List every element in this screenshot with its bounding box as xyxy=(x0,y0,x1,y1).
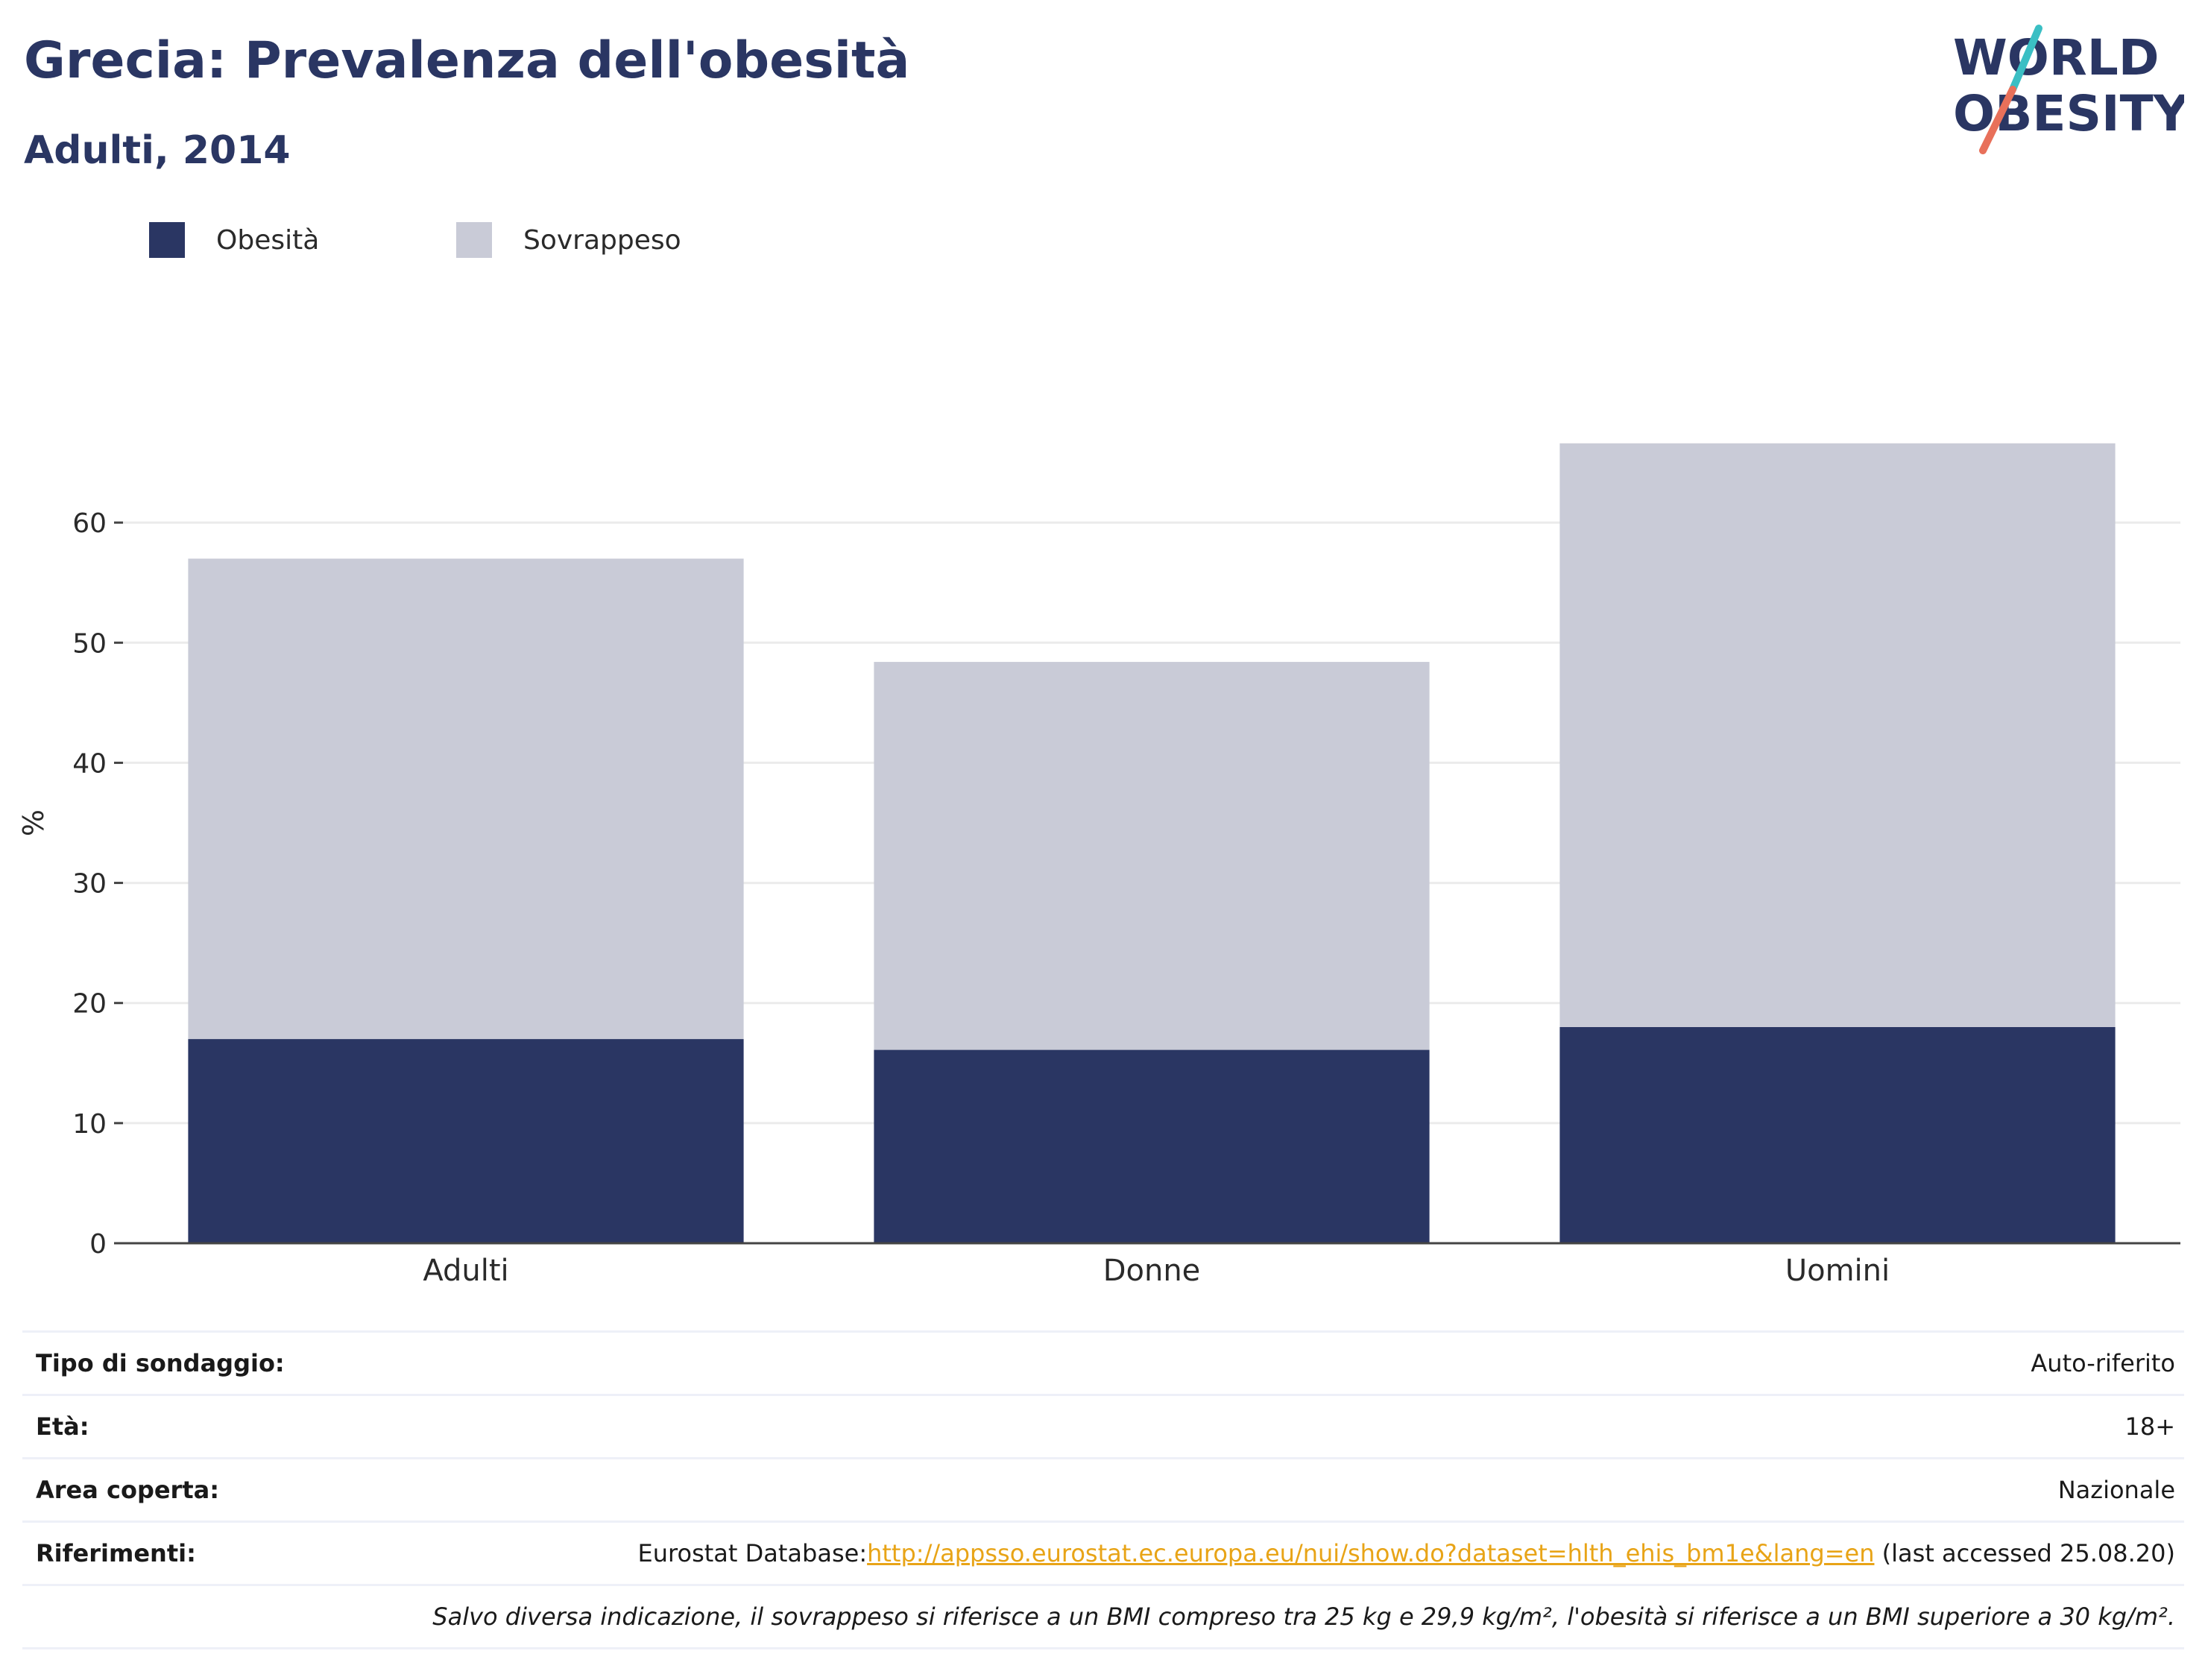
legend-label-obesity: Obesità xyxy=(216,225,320,256)
legend-swatch-obesity xyxy=(149,222,185,258)
info-row-note: Salvo diversa indicazione, il sovrappeso… xyxy=(22,1584,2184,1649)
y-tick-label: 30 xyxy=(72,869,107,900)
definition-note: Salvo diversa indicazione, il sovrappeso… xyxy=(432,1602,2175,1631)
chart-title: Grecia: Prevalenza dell'obesità xyxy=(24,31,910,90)
chart-subtitle: Adulti, 2014 xyxy=(24,128,291,173)
info-row-survey-type: Tipo di sondaggio: Auto-riferito xyxy=(22,1330,2184,1394)
x-tick-label: Donne xyxy=(1103,1254,1201,1288)
bar-overweight-donne xyxy=(874,662,1430,1050)
bar-obesity-uomini xyxy=(1559,1026,2116,1243)
area-label: Area coperta: xyxy=(36,1476,220,1504)
world-obesity-logo: WORLD OBESITY xyxy=(1953,25,2184,154)
bar-chart: 0 10 20 30 40 50 60% Adulti Donne Uomini xyxy=(17,443,2180,1288)
references-prefix: Eurostat Database: xyxy=(637,1539,868,1567)
references-label: Riferimenti: xyxy=(36,1539,196,1567)
references-suffix: (last accessed 25.08.20) xyxy=(1874,1539,2175,1567)
logo-slash-bottom xyxy=(1979,86,2016,154)
age-label: Età: xyxy=(36,1412,89,1441)
info-table: Tipo di sondaggio: Auto-riferito Età: 18… xyxy=(22,1330,2184,1649)
survey-type-value: Auto-riferito xyxy=(2031,1349,2175,1377)
area-value: Nazionale xyxy=(2057,1476,2175,1504)
y-tick-label: 60 xyxy=(72,508,107,539)
x-tick-label: Uomini xyxy=(1785,1254,1890,1288)
y-tick-label: 0 xyxy=(89,1229,107,1260)
bar-obesity-donne xyxy=(874,1049,1430,1243)
legend-label-overweight: Sovrappeso xyxy=(523,225,681,256)
info-row-area: Area coperta: Nazionale xyxy=(22,1457,2184,1520)
y-tick-label: 10 xyxy=(72,1109,107,1140)
y-tick-label: 40 xyxy=(72,748,107,779)
bar-overweight-adulti xyxy=(188,558,744,1040)
bar-obesity-adulti xyxy=(188,1039,744,1243)
age-value: 18+ xyxy=(2124,1412,2175,1441)
y-tick-label: 50 xyxy=(72,628,107,659)
survey-type-label: Tipo di sondaggio: xyxy=(36,1349,285,1377)
references-value: Eurostat Database:http://appsso.eurostat… xyxy=(638,1539,2175,1567)
logo-line1: WORLD xyxy=(1953,29,2160,86)
logo-slash-top xyxy=(2009,25,2042,93)
references-link[interactable]: http://appsso.eurostat.ec.europa.eu/nui/… xyxy=(867,1539,1875,1567)
info-row-references: Riferimenti: Eurostat Database:http://ap… xyxy=(22,1520,2184,1584)
info-row-age: Età: 18+ xyxy=(22,1394,2184,1457)
y-tick-label: 20 xyxy=(72,989,107,1020)
y-axis-label: % xyxy=(17,809,50,836)
legend-swatch-overweight xyxy=(456,222,492,258)
bar-overweight-uomini xyxy=(1559,443,2116,1027)
x-tick-label: Adulti xyxy=(423,1254,508,1288)
